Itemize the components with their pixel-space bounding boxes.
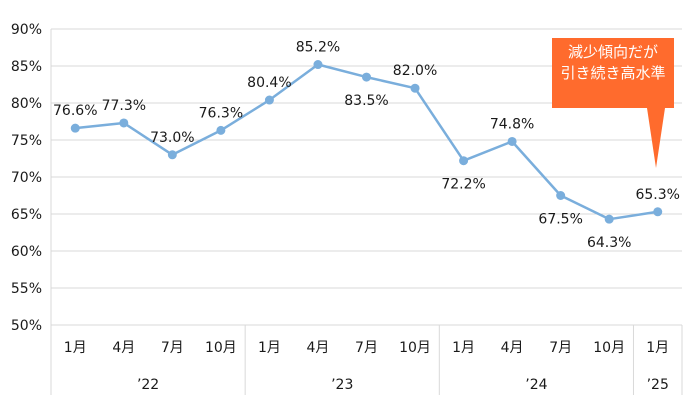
data-point [119,118,129,128]
data-label: 64.3% [587,235,631,251]
annotation-line-2: 引き続き高水準 [560,64,666,82]
label-layer: 76.6% 77.3%73.0% 76.3%80.4% 85.2% 83.5% 82.0%… [53,40,680,252]
y-tick-label: 55% [11,281,42,297]
data-point [362,72,371,82]
y-tick-label: 70% [11,170,42,186]
data-label: 83.5% [344,93,388,109]
data-label: 80.4% [247,75,291,91]
y-tick-label: 90% [11,22,42,38]
x-tick-label: 1月 [452,340,475,356]
data-point [313,60,323,70]
annotation-line-1: 減少傾向だが [567,43,658,61]
x-tick-label: 4月 [501,340,524,356]
x-tick-label: 10月 [593,340,625,356]
data-point [653,207,663,217]
x-group-label: ’24 [525,377,547,393]
data-label: 74.8% [490,116,534,132]
line-layer [70,60,663,224]
x-group-label: ’22 [137,377,159,393]
x-tick-label: 4月 [307,340,330,356]
y-tick-label: 50% [11,318,42,334]
y-tick-label: 80% [11,96,42,112]
x-tick-label: 4月 [112,340,135,356]
data-point [216,125,226,135]
x-tick-label: 10月 [399,340,431,356]
y-tick-label: 75% [11,133,42,149]
y-tick-label: 60% [11,244,42,260]
axis-layer: 50% 55% 60% 65% 70% 75% 80% 85% 90% ’22 ’23 ’24 ’25 1… [11,22,683,395]
x-tick-label: 7月 [355,340,378,356]
data-label: 76.3% [199,105,243,121]
data-point [556,191,566,200]
y-tick-label: 85% [11,59,42,75]
data-label: 65.3% [635,187,679,203]
grid-layer [51,28,682,326]
data-label: 85.2% [296,40,340,56]
annotation-callout-pointer [647,108,665,168]
x-group-label: ’25 [647,377,669,393]
x-tick-label: 10月 [205,340,237,356]
data-label: 73.0% [150,130,194,146]
data-point [459,156,469,166]
annotation-callout-background [552,38,674,108]
x-tick-label: 1月 [646,340,669,356]
data-point [410,83,420,93]
data-label: 72.2% [441,177,485,193]
data-point [604,214,614,224]
data-point [167,150,177,160]
data-point [264,95,274,105]
data-label: 67.5% [538,212,582,228]
data-point [70,123,80,133]
data-point [507,136,517,146]
annotation-callout: 減少傾向だが 引き続き高水準 [552,38,674,90]
data-label: 82.0% [393,63,437,79]
x-tick-label: 7月 [549,340,572,356]
x-tick-label: 7月 [161,340,184,356]
y-tick-label: 65% [11,207,42,223]
data-label: 76.6% [53,103,97,119]
x-tick-label: 1月 [258,340,281,356]
x-tick-label: 1月 [64,340,87,356]
x-group-label: ’23 [331,377,353,393]
data-label: 77.3% [102,98,146,114]
